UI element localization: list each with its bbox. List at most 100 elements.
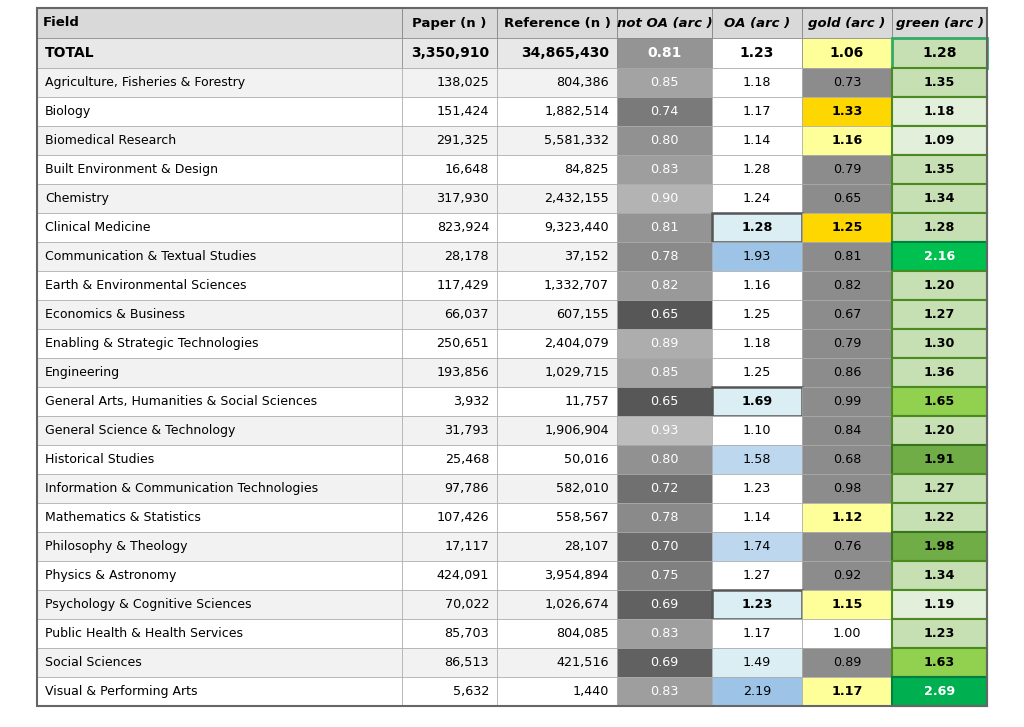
Bar	[892, 619, 987, 648]
Text: 1.27: 1.27	[924, 308, 955, 321]
Text: Biomedical Research: Biomedical Research	[45, 134, 176, 147]
Text: 37,152: 37,152	[564, 250, 609, 263]
Bar	[892, 271, 987, 300]
Bar	[892, 8, 987, 38]
Bar	[802, 590, 892, 619]
Bar	[497, 474, 617, 503]
Bar	[617, 184, 712, 213]
Text: 1,029,715: 1,029,715	[544, 366, 609, 379]
Bar	[497, 97, 617, 126]
Text: OA (arc ): OA (arc )	[724, 17, 791, 30]
Bar	[892, 416, 987, 445]
Bar	[497, 126, 617, 155]
Text: gold (arc ): gold (arc )	[808, 17, 886, 30]
Text: General Science & Technology: General Science & Technology	[45, 424, 236, 437]
Bar	[402, 648, 497, 677]
Bar	[712, 8, 802, 38]
Text: 1.63: 1.63	[924, 656, 955, 669]
Bar	[402, 532, 497, 561]
Text: 1.34: 1.34	[924, 569, 955, 582]
Bar	[892, 503, 987, 532]
Bar	[617, 561, 712, 590]
Bar	[497, 503, 617, 532]
Text: 0.90: 0.90	[650, 192, 679, 205]
Text: 823,924: 823,924	[436, 221, 489, 234]
Text: 0.70: 0.70	[650, 540, 679, 553]
Bar	[892, 358, 987, 387]
Bar	[802, 242, 892, 271]
Bar	[892, 329, 987, 358]
Bar	[802, 155, 892, 184]
Text: Reference (n ): Reference (n )	[504, 17, 610, 30]
Text: 1,906,904: 1,906,904	[545, 424, 609, 437]
Text: 1.28: 1.28	[742, 163, 771, 176]
Text: 1.10: 1.10	[742, 424, 771, 437]
Bar	[402, 97, 497, 126]
Bar	[402, 38, 497, 68]
Bar	[802, 445, 892, 474]
Bar	[892, 532, 987, 561]
Bar	[402, 271, 497, 300]
Bar	[892, 184, 987, 213]
Text: 0.81: 0.81	[647, 46, 682, 60]
Text: Historical Studies: Historical Studies	[45, 453, 155, 466]
Text: 1.15: 1.15	[831, 598, 862, 611]
Bar	[712, 445, 802, 474]
Bar	[617, 155, 712, 184]
Bar	[712, 329, 802, 358]
Bar	[802, 68, 892, 97]
Text: 291,325: 291,325	[436, 134, 489, 147]
Text: 1.18: 1.18	[742, 337, 771, 350]
Text: 0.69: 0.69	[650, 656, 679, 669]
Text: not OA (arc ): not OA (arc )	[616, 17, 713, 30]
Bar	[712, 648, 802, 677]
Text: 2.19: 2.19	[742, 685, 771, 698]
Text: 97,786: 97,786	[444, 482, 489, 495]
Bar	[617, 38, 712, 68]
Bar	[617, 532, 712, 561]
Text: 0.65: 0.65	[650, 395, 679, 408]
Text: Built Environment & Design: Built Environment & Design	[45, 163, 218, 176]
Text: Earth & Environmental Sciences: Earth & Environmental Sciences	[45, 279, 247, 292]
Text: 85,703: 85,703	[444, 627, 489, 640]
Text: 50,016: 50,016	[564, 453, 609, 466]
Text: 0.86: 0.86	[833, 366, 861, 379]
Text: 0.79: 0.79	[833, 163, 861, 176]
Bar	[892, 648, 987, 677]
Bar	[402, 126, 497, 155]
Text: 1.69: 1.69	[741, 395, 773, 408]
Bar	[712, 38, 802, 68]
Bar	[402, 619, 497, 648]
Text: Philosophy & Theology: Philosophy & Theology	[45, 540, 187, 553]
Bar	[802, 474, 892, 503]
Text: 1,026,674: 1,026,674	[545, 598, 609, 611]
Bar	[712, 387, 802, 416]
Text: 0.92: 0.92	[833, 569, 861, 582]
Text: 0.82: 0.82	[650, 279, 679, 292]
Text: 1.18: 1.18	[924, 105, 955, 118]
Bar	[497, 213, 617, 242]
Text: 1.27: 1.27	[924, 482, 955, 495]
Bar	[37, 271, 402, 300]
Bar	[402, 590, 497, 619]
Text: 1.30: 1.30	[924, 337, 955, 350]
Bar	[892, 213, 987, 242]
Text: Economics & Business: Economics & Business	[45, 308, 185, 321]
Bar	[37, 619, 402, 648]
Text: 1.24: 1.24	[742, 192, 771, 205]
Bar	[892, 445, 987, 474]
Bar	[497, 648, 617, 677]
Text: 0.80: 0.80	[650, 453, 679, 466]
Bar	[402, 677, 497, 706]
Text: 1.23: 1.23	[742, 482, 771, 495]
Bar	[802, 271, 892, 300]
Text: 0.75: 0.75	[650, 569, 679, 582]
Bar	[802, 387, 892, 416]
Bar	[802, 561, 892, 590]
Text: 1.14: 1.14	[742, 134, 771, 147]
Bar	[892, 474, 987, 503]
Text: 0.89: 0.89	[833, 656, 861, 669]
Bar	[892, 474, 987, 503]
Text: 1.19: 1.19	[924, 598, 955, 611]
Bar	[37, 155, 402, 184]
